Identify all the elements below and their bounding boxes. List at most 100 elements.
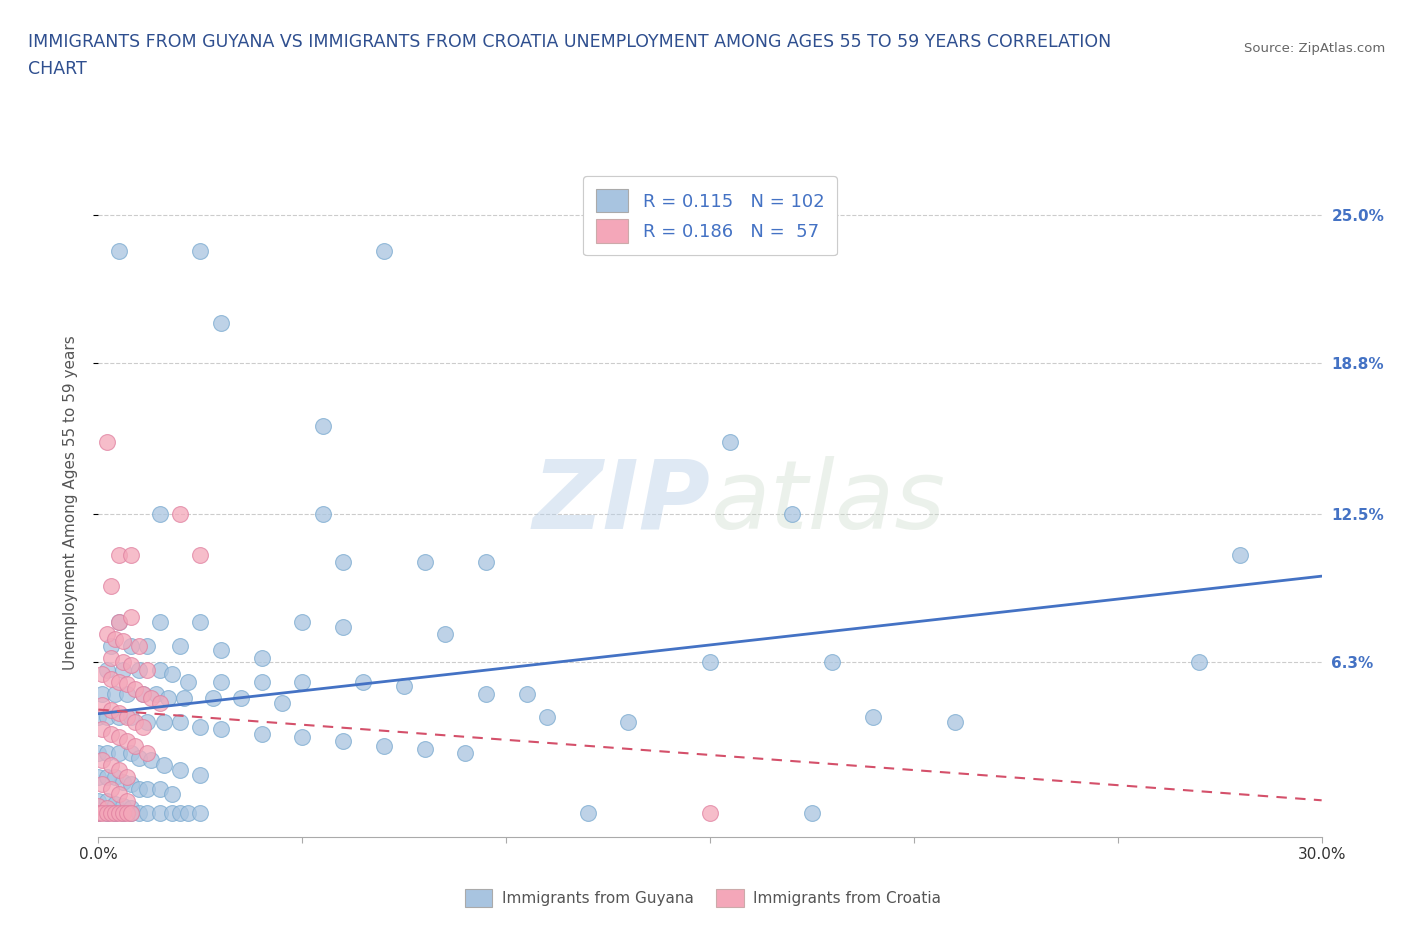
Point	[136, 746, 159, 761]
Point	[108, 674, 131, 689]
Point	[169, 638, 191, 653]
Point	[124, 682, 146, 697]
Point	[149, 662, 172, 677]
Point	[188, 720, 212, 735]
Point	[373, 244, 395, 259]
Point	[128, 782, 150, 797]
Point	[91, 686, 114, 701]
Point	[111, 633, 134, 648]
Point	[454, 746, 477, 761]
Point	[96, 626, 118, 641]
Text: IMMIGRANTS FROM GUYANA VS IMMIGRANTS FROM CROATIA UNEMPLOYMENT AMONG AGES 55 TO : IMMIGRANTS FROM GUYANA VS IMMIGRANTS FRO…	[28, 33, 1111, 50]
Point	[128, 638, 150, 653]
Point	[250, 674, 273, 689]
Point	[169, 763, 191, 777]
Point	[108, 805, 131, 820]
Point	[120, 710, 142, 724]
Point	[128, 662, 150, 677]
Point	[209, 674, 232, 689]
Point	[943, 715, 966, 730]
Point	[87, 793, 110, 808]
Point	[291, 615, 314, 630]
Point	[149, 696, 172, 711]
Point	[111, 805, 134, 820]
Legend: Immigrants from Guyana, Immigrants from Croatia: Immigrants from Guyana, Immigrants from …	[458, 884, 948, 913]
Point	[115, 734, 138, 749]
Point	[699, 805, 721, 820]
Point	[96, 435, 118, 450]
Point	[120, 801, 142, 816]
Point	[152, 758, 174, 773]
Point	[132, 686, 155, 701]
Point	[120, 746, 142, 761]
Point	[1229, 548, 1251, 563]
Point	[149, 782, 172, 797]
Point	[96, 770, 118, 785]
Point	[115, 793, 138, 808]
Point	[111, 805, 134, 820]
Point	[91, 805, 114, 820]
Y-axis label: Unemployment Among Ages 55 to 59 years: Unemployment Among Ages 55 to 59 years	[63, 335, 77, 670]
Point	[104, 805, 127, 820]
Point	[152, 715, 174, 730]
Point	[160, 787, 183, 802]
Point	[169, 715, 191, 730]
Point	[104, 631, 127, 646]
Point	[141, 753, 163, 768]
Point	[188, 615, 212, 630]
Point	[177, 674, 200, 689]
Point	[96, 805, 118, 820]
Point	[111, 775, 134, 790]
Point	[188, 767, 212, 782]
Point	[413, 554, 436, 569]
Point	[201, 691, 224, 706]
Point	[108, 615, 131, 630]
Point	[115, 686, 138, 701]
Point	[169, 507, 191, 522]
Point	[87, 799, 110, 814]
Point	[91, 722, 114, 737]
Point	[332, 554, 354, 569]
Point	[91, 698, 114, 713]
Point	[115, 676, 138, 691]
Point	[270, 696, 294, 711]
Point	[136, 715, 159, 730]
Point	[576, 805, 599, 820]
Point	[536, 710, 558, 724]
Point	[352, 674, 374, 689]
Text: atlas: atlas	[710, 456, 945, 549]
Point	[108, 787, 131, 802]
Point	[145, 686, 167, 701]
Point	[141, 691, 163, 706]
Point	[115, 805, 138, 820]
Point	[720, 435, 742, 450]
Point	[177, 805, 200, 820]
Point	[392, 679, 416, 694]
Point	[124, 738, 146, 753]
Point	[104, 805, 127, 820]
Point	[104, 770, 127, 785]
Point	[128, 805, 150, 820]
Point	[120, 658, 142, 672]
Point	[111, 662, 134, 677]
Point	[474, 554, 498, 569]
Point	[821, 655, 844, 670]
Point	[120, 548, 142, 563]
Point	[312, 507, 335, 522]
Point	[209, 643, 232, 658]
Point	[91, 753, 114, 768]
Point	[120, 777, 142, 791]
Point	[87, 770, 110, 785]
Point	[120, 638, 142, 653]
Point	[188, 548, 212, 563]
Point	[474, 686, 498, 701]
Point	[115, 770, 138, 785]
Point	[188, 805, 212, 820]
Point	[250, 650, 273, 665]
Point	[100, 671, 122, 686]
Point	[104, 796, 127, 811]
Point	[136, 805, 159, 820]
Point	[434, 626, 457, 641]
Point	[250, 726, 273, 741]
Point	[108, 729, 131, 744]
